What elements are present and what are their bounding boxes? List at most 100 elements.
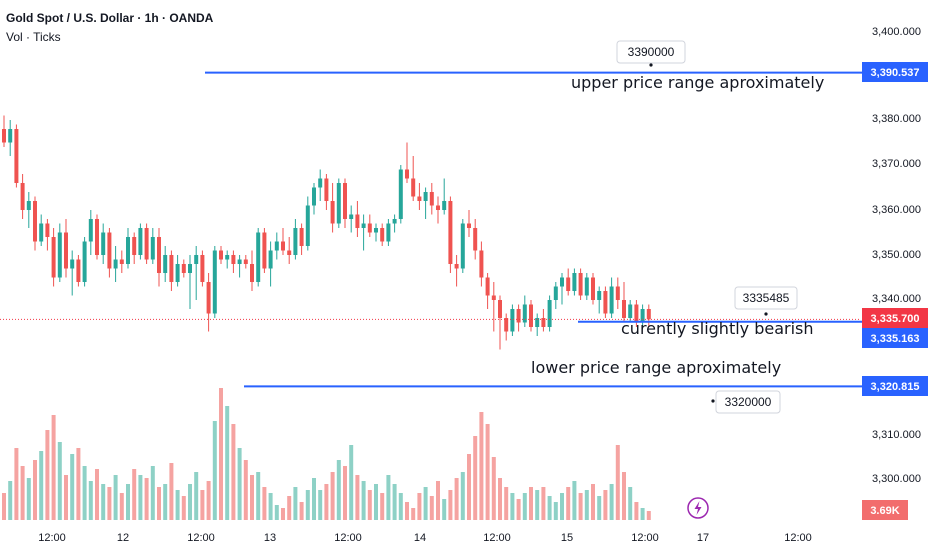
candle-body — [646, 309, 651, 320]
candle-body — [26, 201, 31, 210]
level-badge-lower: 3,320.815 — [862, 376, 928, 396]
volume-bar — [312, 478, 316, 520]
candle-body — [144, 228, 149, 260]
volume-bar — [374, 484, 378, 520]
badge-upper-bg — [862, 62, 928, 82]
candle-body — [175, 264, 180, 282]
volume-bar — [467, 454, 471, 520]
candle-body — [163, 255, 168, 273]
candle-body — [243, 259, 248, 264]
volume-bar — [107, 487, 112, 520]
volume-bar — [367, 490, 372, 520]
lightning-icon[interactable] — [687, 497, 709, 519]
volume-bar — [510, 493, 515, 520]
badge-mid-label: 3,335.163 — [871, 333, 920, 345]
x-tick-label: 12 — [117, 532, 129, 544]
symbol-title[interactable]: Gold Spot / U.S. Dollar · 1h · OANDA — [6, 11, 214, 25]
lightning-icon-bolt — [694, 501, 702, 515]
candle-body — [609, 286, 614, 314]
volume-bar — [498, 478, 502, 520]
volume-bar — [150, 466, 155, 520]
candle-body — [101, 232, 106, 255]
candle-body — [126, 237, 130, 264]
candle-body — [39, 223, 44, 242]
candle-body — [212, 250, 217, 314]
candle-body — [20, 183, 25, 210]
volume-bar — [231, 424, 236, 520]
candle-body — [324, 178, 329, 201]
candle-body — [330, 201, 335, 224]
volume-bar — [175, 490, 180, 520]
volume-bar — [219, 388, 223, 520]
x-tick-label: 12:00 — [38, 532, 66, 544]
volume-bar — [324, 484, 329, 520]
volume-bar — [169, 463, 174, 520]
volume-bar — [578, 493, 583, 520]
volume-bar — [225, 406, 230, 520]
candle-body — [8, 129, 13, 143]
candle-body — [2, 129, 6, 143]
volume-bar — [119, 493, 124, 520]
volume-legend[interactable]: Vol · Ticks — [6, 30, 61, 44]
volume-bar — [88, 481, 93, 520]
volume-bar — [305, 490, 310, 520]
volume-bar — [33, 460, 37, 520]
candle-body — [578, 273, 583, 296]
candle-body — [51, 237, 56, 278]
candle-body — [423, 192, 428, 201]
candle-body — [460, 223, 465, 269]
candle-body — [615, 286, 620, 300]
candle-body — [597, 291, 602, 300]
volume-bar — [609, 484, 614, 520]
volume-bar — [138, 475, 143, 520]
x-tick-label: 12:00 — [784, 532, 812, 544]
candle-body — [572, 273, 577, 291]
volume-bar — [188, 484, 192, 520]
volume-bar — [572, 481, 577, 520]
candle-body — [76, 259, 81, 282]
volume-bar — [479, 412, 484, 520]
time-axis[interactable]: 12:00 12 12:00 13 12:00 14 12:00 15 12:0… — [38, 532, 812, 544]
volume-bar — [243, 460, 248, 520]
callout-box-upper — [616, 40, 686, 64]
candle-body — [157, 237, 161, 273]
annotation-upper[interactable]: 3390000 upper price range aproximately — [571, 40, 824, 92]
y-tick-label: 3,400.000 — [872, 26, 921, 38]
candle-body — [392, 219, 397, 224]
badge-upper-label: 3,390.537 — [871, 67, 920, 79]
annotation-lower[interactable]: lower price range aproximately 3320000 — [531, 358, 781, 414]
volume-bar — [194, 472, 199, 520]
candle-body — [132, 237, 137, 255]
candle-body — [299, 228, 304, 246]
candle-body — [560, 277, 564, 287]
candle-body — [448, 201, 453, 264]
candle-body — [287, 250, 292, 255]
candle-body — [231, 255, 236, 264]
annotation-mid[interactable]: 3335485 curently slightly bearish — [621, 286, 814, 338]
candle-body — [603, 291, 608, 314]
volume-bar — [181, 496, 186, 520]
candle-body — [274, 241, 279, 251]
y-tick-label: 3,380.000 — [872, 113, 921, 125]
volume-bar — [491, 457, 496, 520]
volume-bar — [485, 424, 490, 520]
candle-body — [498, 300, 502, 318]
candle-body — [417, 196, 422, 201]
volume-bar — [343, 466, 347, 520]
volume-bar — [398, 493, 403, 520]
candle-body — [429, 192, 434, 206]
candle-body — [200, 255, 205, 282]
volume-bar — [336, 460, 341, 520]
volume-badge-label: 3.69K — [870, 505, 899, 517]
y-tick-label: 3,300.000 — [872, 473, 921, 485]
candle-body — [380, 228, 385, 242]
volume-bar — [250, 475, 254, 520]
volume-bar — [436, 481, 440, 520]
volume-bar — [423, 487, 428, 520]
badge-mid-bg — [862, 328, 928, 348]
volume-bar — [20, 466, 25, 520]
candle-body — [584, 277, 589, 296]
price-axis[interactable]: 3,400.000 3,380.000 3,370.000 3,360.000 … — [872, 26, 921, 485]
volume-bar — [584, 490, 589, 520]
